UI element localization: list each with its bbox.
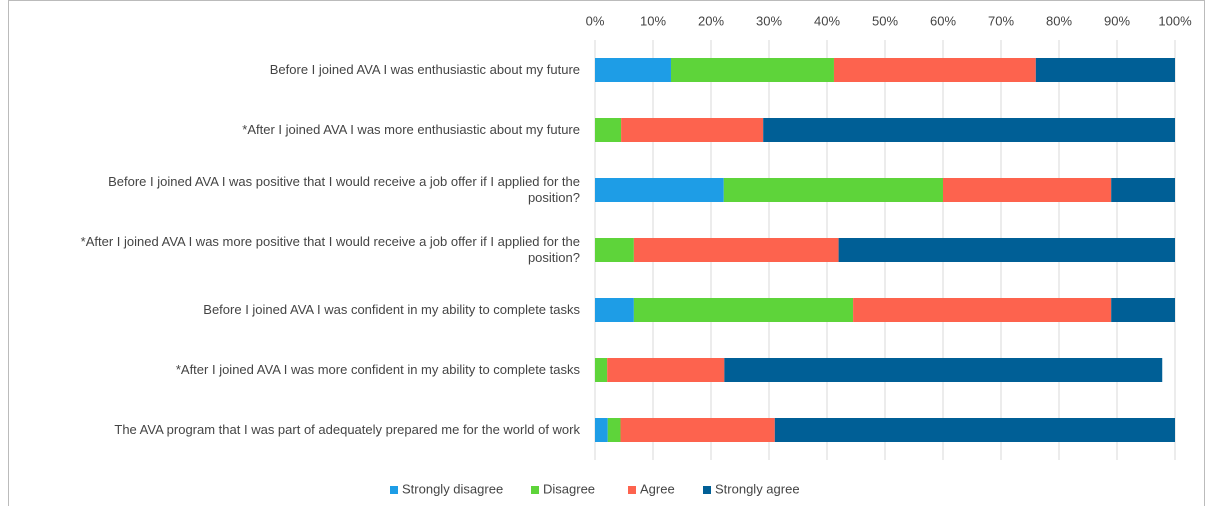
x-tick-label: 40% bbox=[814, 13, 840, 28]
x-tick-label: 70% bbox=[988, 13, 1014, 28]
bar-segment bbox=[595, 118, 622, 142]
category-label: Before I joined AVA I was positive that … bbox=[108, 174, 580, 205]
bar-segment bbox=[621, 118, 764, 142]
category-label: Before I joined AVA I was confident in m… bbox=[203, 302, 580, 317]
category-label: *After I joined AVA I was more positive … bbox=[80, 234, 580, 265]
legend-swatch bbox=[628, 486, 636, 494]
bar-segment bbox=[595, 178, 724, 202]
x-tick-label: 20% bbox=[698, 13, 724, 28]
bar-segment bbox=[723, 178, 943, 202]
bar-segment bbox=[724, 358, 1163, 382]
bar-segment bbox=[620, 418, 775, 442]
bar-segment bbox=[1111, 298, 1175, 322]
legend-swatch bbox=[531, 486, 539, 494]
x-tick-label: 80% bbox=[1046, 13, 1072, 28]
legend-swatch bbox=[703, 486, 711, 494]
bar-segment bbox=[595, 358, 608, 382]
x-tick-label: 60% bbox=[930, 13, 956, 28]
bar-segment bbox=[595, 298, 634, 322]
bar-segment bbox=[774, 418, 1175, 442]
bar-segment bbox=[1111, 178, 1175, 202]
category-label: The AVA program that I was part of adequ… bbox=[114, 422, 580, 437]
x-tick-label: 10% bbox=[640, 13, 666, 28]
bar-segment bbox=[633, 298, 854, 322]
frame bbox=[8, 0, 1205, 506]
x-tick-label: 90% bbox=[1104, 13, 1130, 28]
bar-segment bbox=[943, 178, 1112, 202]
bar-segment bbox=[838, 238, 1175, 262]
bar-segment bbox=[595, 238, 634, 262]
bar-segment bbox=[1035, 58, 1175, 82]
bar-segment bbox=[670, 58, 834, 82]
bar-segment bbox=[763, 118, 1175, 142]
legend-label: Agree bbox=[640, 481, 675, 496]
legend-swatch bbox=[390, 486, 398, 494]
x-tick-label: 50% bbox=[872, 13, 898, 28]
bar-segment bbox=[833, 58, 1036, 82]
x-tick-label: 0% bbox=[586, 13, 605, 28]
legend-label: Strongly agree bbox=[715, 481, 800, 496]
category-label: *After I joined AVA I was more enthusias… bbox=[242, 122, 580, 137]
bar-segment bbox=[607, 418, 621, 442]
category-label: *After I joined AVA I was more confident… bbox=[175, 362, 580, 377]
bar-segment bbox=[595, 58, 671, 82]
x-tick-label: 30% bbox=[756, 13, 782, 28]
x-tick-label: 100% bbox=[1158, 13, 1192, 28]
category-label: Before I joined AVA I was enthusiastic a… bbox=[269, 62, 580, 77]
bar-segment bbox=[633, 238, 839, 262]
bar-segment bbox=[595, 418, 608, 442]
bar-segment bbox=[607, 358, 725, 382]
bar-segment bbox=[853, 298, 1112, 322]
legend-label: Disagree bbox=[543, 481, 595, 496]
legend-label: Strongly disagree bbox=[402, 481, 503, 496]
